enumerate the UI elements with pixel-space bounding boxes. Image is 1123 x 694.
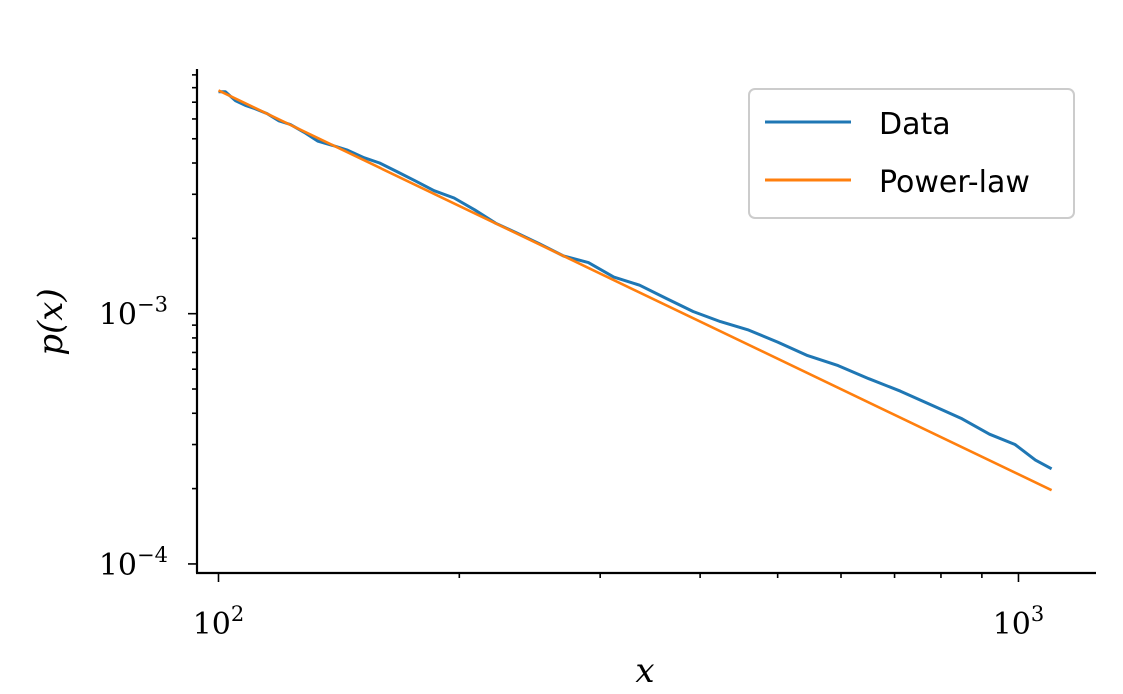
x-tick-label: 103: [993, 602, 1045, 642]
legend-label-power-law: Power-law: [879, 165, 1030, 200]
x-tick-label-exponent: 2: [231, 602, 244, 626]
x-tick-label-exponent: 3: [1031, 602, 1044, 626]
y-axis-title: p(x): [31, 288, 71, 355]
x-tick-label-base: 10: [193, 607, 231, 642]
x-tick-label-base: 10: [993, 607, 1031, 642]
y-tick-label-base: 10: [99, 298, 137, 333]
legend: Data Power-law: [748, 88, 1075, 219]
y-tick-label: 10−4: [99, 543, 168, 583]
series-line-power-law: [217, 89, 1053, 492]
series-layer: [217, 89, 1053, 492]
x-tick-label: 102: [193, 602, 245, 642]
y-tick-label: 10−3: [99, 293, 168, 333]
y-tick-label-exponent: −4: [137, 543, 168, 567]
y-tick-label-base: 10: [99, 548, 137, 583]
ticks-layer: [188, 74, 1020, 582]
y-tick-label-exponent: −3: [137, 293, 168, 317]
x-axis-title: x: [635, 651, 654, 691]
legend-label-data: Data: [879, 107, 951, 142]
